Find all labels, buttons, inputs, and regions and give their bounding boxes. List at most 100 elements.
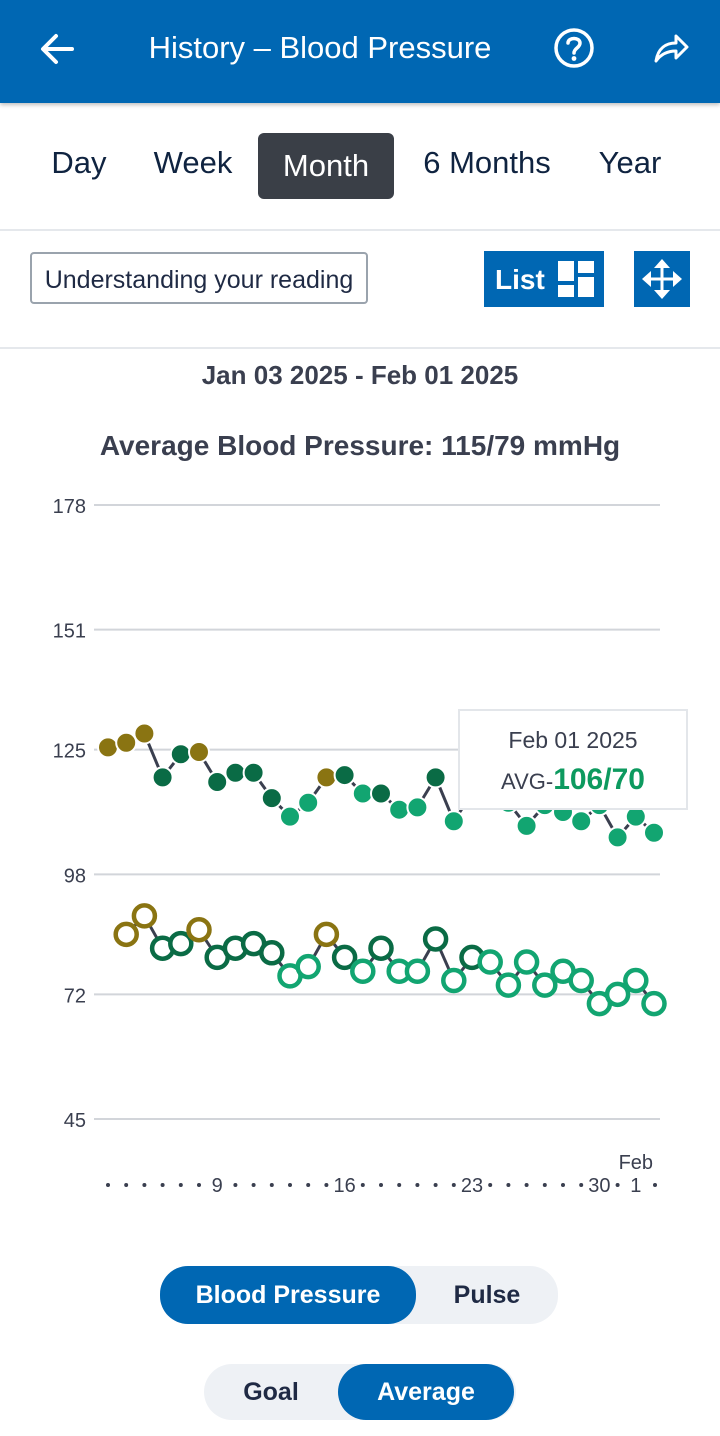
tooltip-average: AVG-106/70	[460, 763, 686, 797]
y-tick-label: 178	[53, 496, 86, 518]
diastolic-point[interactable]	[641, 990, 667, 1017]
systolic-point[interactable]	[169, 743, 192, 766]
share-icon[interactable]	[650, 28, 690, 68]
page-title: History – Blood Pressure	[148, 30, 492, 65]
metric-toggle: Blood Pressure Pulse	[160, 1266, 558, 1324]
systolic-point[interactable]	[388, 798, 411, 821]
y-tick-label: 125	[53, 741, 86, 763]
diastolic-point[interactable]	[331, 944, 358, 971]
toggle-pulse[interactable]: Pulse	[453, 1281, 521, 1309]
systolic-point[interactable]	[260, 787, 283, 810]
systolic-point[interactable]	[224, 761, 247, 784]
systolic-point[interactable]	[297, 791, 320, 814]
diastolic-point[interactable]	[495, 972, 522, 998]
diastolic-point[interactable]	[568, 967, 594, 994]
diastolic-point[interactable]	[350, 958, 376, 985]
diastolic-point[interactable]	[113, 921, 139, 948]
expand-button[interactable]	[634, 251, 690, 307]
systolic-point[interactable]	[115, 731, 138, 754]
tab-6-months[interactable]: 6 Months	[423, 145, 551, 180]
systolic-point[interactable]	[570, 810, 593, 833]
date-range: Jan 03 2025 - Feb 01 2025	[201, 360, 519, 390]
systolic-point[interactable]	[424, 766, 447, 789]
x-tick-dot	[653, 1183, 657, 1187]
tab-day[interactable]: Day	[51, 145, 107, 180]
diastolic-point[interactable]	[295, 953, 321, 980]
tab-week[interactable]: Week	[153, 145, 233, 180]
x-tick-label: 30	[588, 1175, 610, 1197]
systolic-point[interactable]	[315, 766, 338, 789]
x-tick-dot	[106, 1183, 110, 1187]
understanding-reading-button[interactable]: Understanding your reading	[30, 252, 368, 304]
systolic-point[interactable]	[515, 814, 538, 837]
systolic-point[interactable]	[242, 761, 265, 784]
systolic-point[interactable]	[97, 736, 119, 759]
reading-tooltip: Feb 01 2025 AVG-106/70	[458, 709, 688, 810]
systolic-point[interactable]	[151, 766, 174, 789]
tab-year[interactable]: Year	[598, 145, 662, 180]
x-tick-dot	[488, 1183, 493, 1187]
systolic-point[interactable]	[133, 722, 156, 745]
systolic-point[interactable]	[188, 740, 210, 763]
toggle-blood-pressure[interactable]: Blood Pressure	[160, 1266, 416, 1324]
help-circle-icon[interactable]	[552, 26, 596, 70]
diastolic-point[interactable]	[623, 967, 649, 994]
divider	[0, 347, 720, 349]
tooltip-date: Feb 01 2025	[508, 727, 638, 753]
systolic-point[interactable]	[606, 826, 629, 849]
x-tick-dot	[160, 1183, 165, 1187]
x-tick-dot	[506, 1183, 511, 1187]
diastolic-point[interactable]	[513, 949, 540, 975]
diastolic-point[interactable]	[532, 972, 558, 998]
x-month-label: Feb	[619, 1152, 653, 1174]
x-tick-dot	[269, 1183, 274, 1187]
diastolic-point[interactable]	[368, 935, 394, 961]
y-tick-label: 72	[64, 985, 86, 1007]
systolic-point[interactable]	[279, 805, 301, 828]
systolic-point[interactable]	[406, 796, 429, 819]
systolic-point[interactable]	[206, 770, 229, 793]
x-tick-dot	[415, 1183, 420, 1187]
x-tick-dot	[324, 1183, 329, 1187]
x-tick-dot	[178, 1183, 183, 1187]
systolic-point[interactable]	[442, 810, 465, 833]
x-tick-dot	[379, 1183, 383, 1187]
tab-month[interactable]: Month	[258, 133, 394, 199]
systolic-point[interactable]	[351, 782, 374, 805]
systolic-point[interactable]	[370, 782, 392, 805]
systolic-point[interactable]	[333, 764, 356, 787]
divider	[0, 229, 720, 231]
diastolic-point[interactable]	[259, 940, 285, 966]
x-tick-dot	[542, 1183, 547, 1187]
diastolic-point[interactable]	[168, 930, 194, 957]
x-tick-dot	[124, 1183, 129, 1187]
diastolic-point[interactable]	[604, 981, 631, 1008]
diastolic-point[interactable]	[477, 949, 503, 975]
expand-arrows-icon	[642, 259, 682, 299]
x-tick-dot	[233, 1183, 238, 1187]
systolic-point[interactable]	[643, 821, 665, 844]
x-tick-label: 1	[630, 1175, 641, 1197]
mode-toggle: Goal Average	[204, 1364, 516, 1420]
arrow-left-icon[interactable]	[36, 28, 78, 70]
x-tick-dot	[197, 1183, 201, 1187]
y-tick-label: 98	[64, 865, 86, 887]
diastolic-point[interactable]	[441, 967, 467, 994]
list-button[interactable]: List	[484, 251, 604, 307]
x-tick-dot	[561, 1183, 565, 1187]
diastolic-point[interactable]	[422, 926, 449, 952]
tooltip-avg-prefix: AVG-	[501, 769, 554, 794]
diastolic-point[interactable]	[404, 958, 431, 985]
diastolic-point[interactable]	[313, 921, 340, 948]
x-tick-label: 16	[333, 1175, 355, 1197]
diastolic-point[interactable]	[186, 916, 212, 943]
average-blood-pressure: Average Blood Pressure: 115/79 mmHg	[99, 430, 621, 461]
x-tick-dot	[306, 1183, 311, 1187]
x-tick-dot	[433, 1183, 438, 1187]
toggle-goal[interactable]: Goal	[243, 1378, 299, 1406]
list-button-label: List	[495, 264, 545, 295]
x-tick-dot	[615, 1183, 620, 1187]
toggle-average[interactable]: Average	[338, 1364, 514, 1420]
diastolic-point[interactable]	[131, 903, 158, 929]
